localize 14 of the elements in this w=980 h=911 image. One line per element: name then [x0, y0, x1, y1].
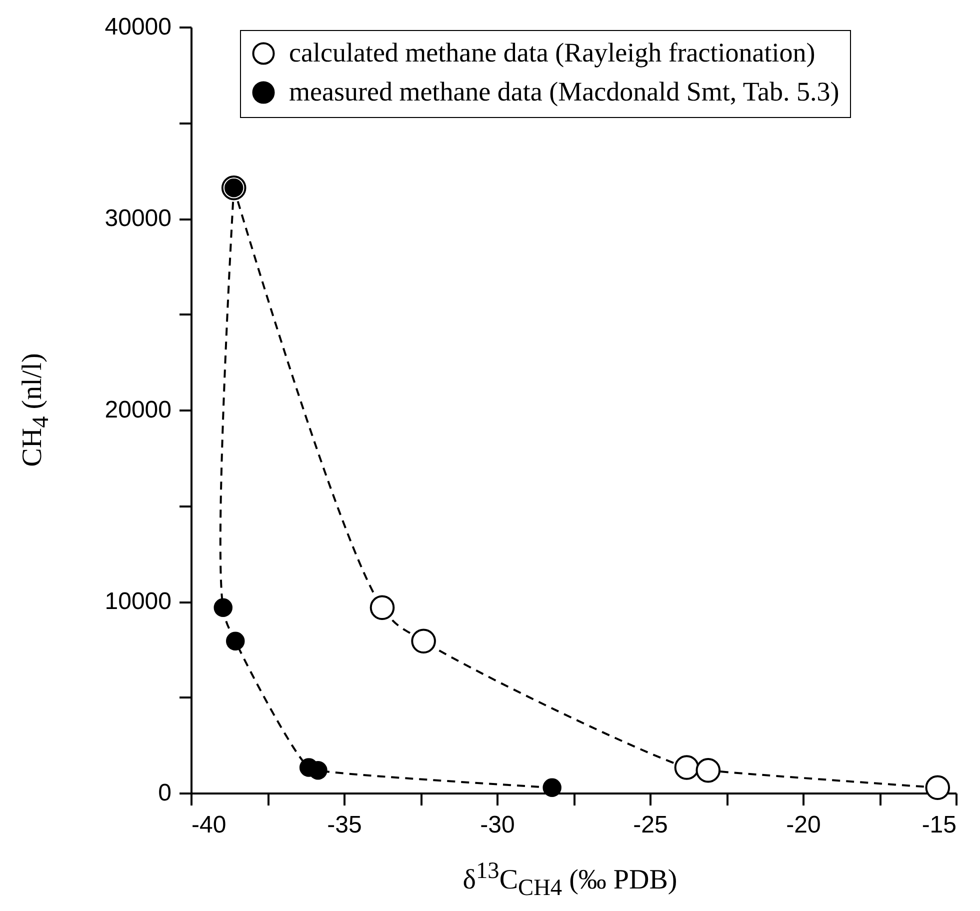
y-tick-label: 10000	[104, 588, 172, 615]
x-tick-label: -15	[922, 812, 956, 838]
legend-label: measured methane data (Macdonald Smt, Tab. 5.3)	[289, 76, 840, 106]
y-tick-label: 0	[158, 780, 172, 806]
x-tick-label: -40	[192, 812, 226, 838]
legend-label: calculated methane data (Rayleigh fractionation)	[289, 38, 816, 68]
y-tick-label: 20000	[104, 396, 172, 424]
x-tick-label: -35	[327, 812, 362, 838]
y-tick-label: 40000	[104, 14, 172, 40]
x-tick-label: -30	[480, 812, 515, 838]
x-axis-title: δ$^{13}$C$_{CH4}$ (‰ PDB)	[462, 858, 678, 902]
x-tick-label: -25	[633, 812, 668, 838]
y-tick-label: 30000	[104, 205, 172, 232]
x-tick-label: -20	[786, 812, 821, 838]
